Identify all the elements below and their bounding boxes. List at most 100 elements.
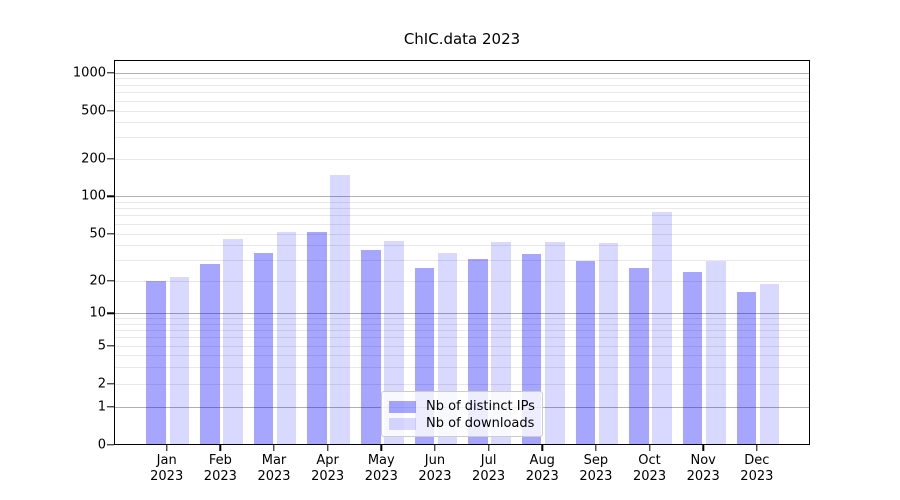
y-tick-label-20: 20 <box>89 273 106 289</box>
legend: Nb of distinct IPs Nb of downloads <box>381 391 543 437</box>
bar-downloads-sep <box>598 243 619 444</box>
bar-ips-mar <box>253 252 274 444</box>
y-tick-mark-500 <box>107 110 114 112</box>
gridline-y-700 <box>115 92 809 94</box>
y-tick-mark-5 <box>107 345 114 347</box>
gridline-y-80 <box>115 208 809 210</box>
gridline-y-200 <box>115 158 809 160</box>
y-tick-label-200: 200 <box>81 151 106 167</box>
x-tick-label-jul: Jul 2023 <box>472 453 506 484</box>
gridline-y-3 <box>115 366 809 368</box>
bar-ips-sep <box>575 260 596 444</box>
gridline-y-7 <box>115 329 809 331</box>
x-tick-label-dec: Dec 2023 <box>740 453 774 484</box>
bar-downloads-apr <box>330 174 350 444</box>
x-tick-label-jan: Jan 2023 <box>150 453 184 484</box>
y-tick-label-1: 1 <box>97 399 106 415</box>
bar-ips-feb <box>200 264 220 444</box>
gridline-y-600 <box>115 100 809 102</box>
x-tick-mark-may <box>380 445 382 451</box>
bar-downloads-dec <box>759 283 780 444</box>
x-tick-label-oct: Oct 2023 <box>633 453 667 484</box>
gridline-y-70 <box>115 215 809 217</box>
x-tick-mark-mar <box>273 445 275 451</box>
bar-downloads-nov <box>706 260 726 444</box>
bar-ips-nov <box>682 272 703 444</box>
legend-row-downloads: Nb of downloads <box>389 415 534 432</box>
x-tick-mark-jun <box>434 445 436 451</box>
x-tick-mark-apr <box>326 445 329 451</box>
y-tick-mark-10 <box>107 312 114 315</box>
bar-downloads-jan <box>169 276 189 444</box>
y-tick-label-50: 50 <box>89 226 106 242</box>
x-tick-label-apr: Apr 2023 <box>311 453 345 484</box>
legend-label-distinct-ips: Nb of distinct IPs <box>426 399 535 414</box>
gridline-y-1000 <box>115 72 809 74</box>
gridline-y-2 <box>115 383 809 385</box>
bar-ips-jan <box>146 281 166 444</box>
gridline-y-6 <box>115 337 809 339</box>
x-tick-label-may: May 2023 <box>364 453 398 484</box>
x-tick-mark-nov <box>702 445 704 451</box>
gridline-y-20 <box>115 280 809 282</box>
gridline-y-10 <box>115 313 809 315</box>
y-tick-mark-20 <box>107 280 114 282</box>
y-tick-mark-1 <box>107 406 114 408</box>
y-tick-mark-200 <box>107 158 114 160</box>
gridline-y-90 <box>115 201 809 203</box>
plot-area <box>114 60 810 445</box>
legend-label-downloads: Nb of downloads <box>426 416 535 431</box>
x-tick-mark-aug <box>541 445 543 451</box>
x-tick-label-nov: Nov 2023 <box>686 453 720 484</box>
y-tick-mark-50 <box>107 233 114 235</box>
x-tick-label-sep: Sep 2023 <box>579 453 613 484</box>
bar-ips-apr <box>307 232 327 444</box>
y-tick-label-500: 500 <box>81 103 106 119</box>
bar-downloads-mar <box>276 232 297 444</box>
y-tick-label-0: 0 <box>97 437 106 453</box>
x-tick-label-jun: Jun 2023 <box>418 453 452 484</box>
x-tick-mark-sep <box>595 445 597 451</box>
y-tick-mark-1000 <box>107 72 114 74</box>
bar-ips-may <box>361 249 381 444</box>
legend-swatch-downloads <box>389 417 416 430</box>
bar-ips-oct <box>629 267 649 444</box>
x-tick-mark-feb <box>219 445 222 451</box>
chart-title: ChIC.data 2023 <box>403 30 521 48</box>
x-tick-label-mar: Mar 2023 <box>257 453 291 484</box>
bar-downloads-oct <box>652 212 672 444</box>
y-tick-label-5: 5 <box>97 338 106 354</box>
legend-row-distinct-ips: Nb of distinct IPs <box>389 398 535 415</box>
bar-downloads-aug <box>545 242 565 444</box>
y-tick-mark-2 <box>107 383 114 385</box>
y-tick-label-2: 2 <box>97 376 106 392</box>
gridline-y-50 <box>115 233 809 235</box>
bar-ips-dec <box>736 291 757 444</box>
gridline-y-5 <box>115 345 809 347</box>
x-tick-mark-jan <box>165 445 168 451</box>
gridline-y-9 <box>115 318 809 320</box>
bar-downloads-feb <box>223 238 243 444</box>
y-tick-label-100: 100 <box>81 188 106 204</box>
x-tick-mark-oct <box>648 445 651 451</box>
gridline-y-400 <box>115 122 809 124</box>
gridline-y-40 <box>115 245 809 247</box>
gridline-y-900 <box>115 78 809 80</box>
y-tick-mark-100 <box>107 195 114 198</box>
y-axis-labels: 0 1 2 5 10 20 50 100 200 500 1000 <box>0 60 106 453</box>
gridline-y-8 <box>115 323 809 325</box>
x-tick-label-aug: Aug 2023 <box>525 453 559 484</box>
y-tick-label-10: 10 <box>89 305 106 321</box>
gridline-y-500 <box>115 110 809 112</box>
gridline-y-60 <box>115 223 809 225</box>
x-tick-label-feb: Feb 2023 <box>203 453 237 484</box>
gridline-y-4 <box>115 354 809 356</box>
y-tick-mark-0 <box>107 444 114 446</box>
y-tick-label-1000: 1000 <box>72 65 106 81</box>
x-tick-mark-jul <box>487 445 490 451</box>
gridline-y-800 <box>115 84 809 86</box>
x-tick-mark-dec <box>756 445 758 451</box>
gridline-y-100 <box>115 196 809 198</box>
legend-swatch-distinct-ips <box>389 400 416 413</box>
